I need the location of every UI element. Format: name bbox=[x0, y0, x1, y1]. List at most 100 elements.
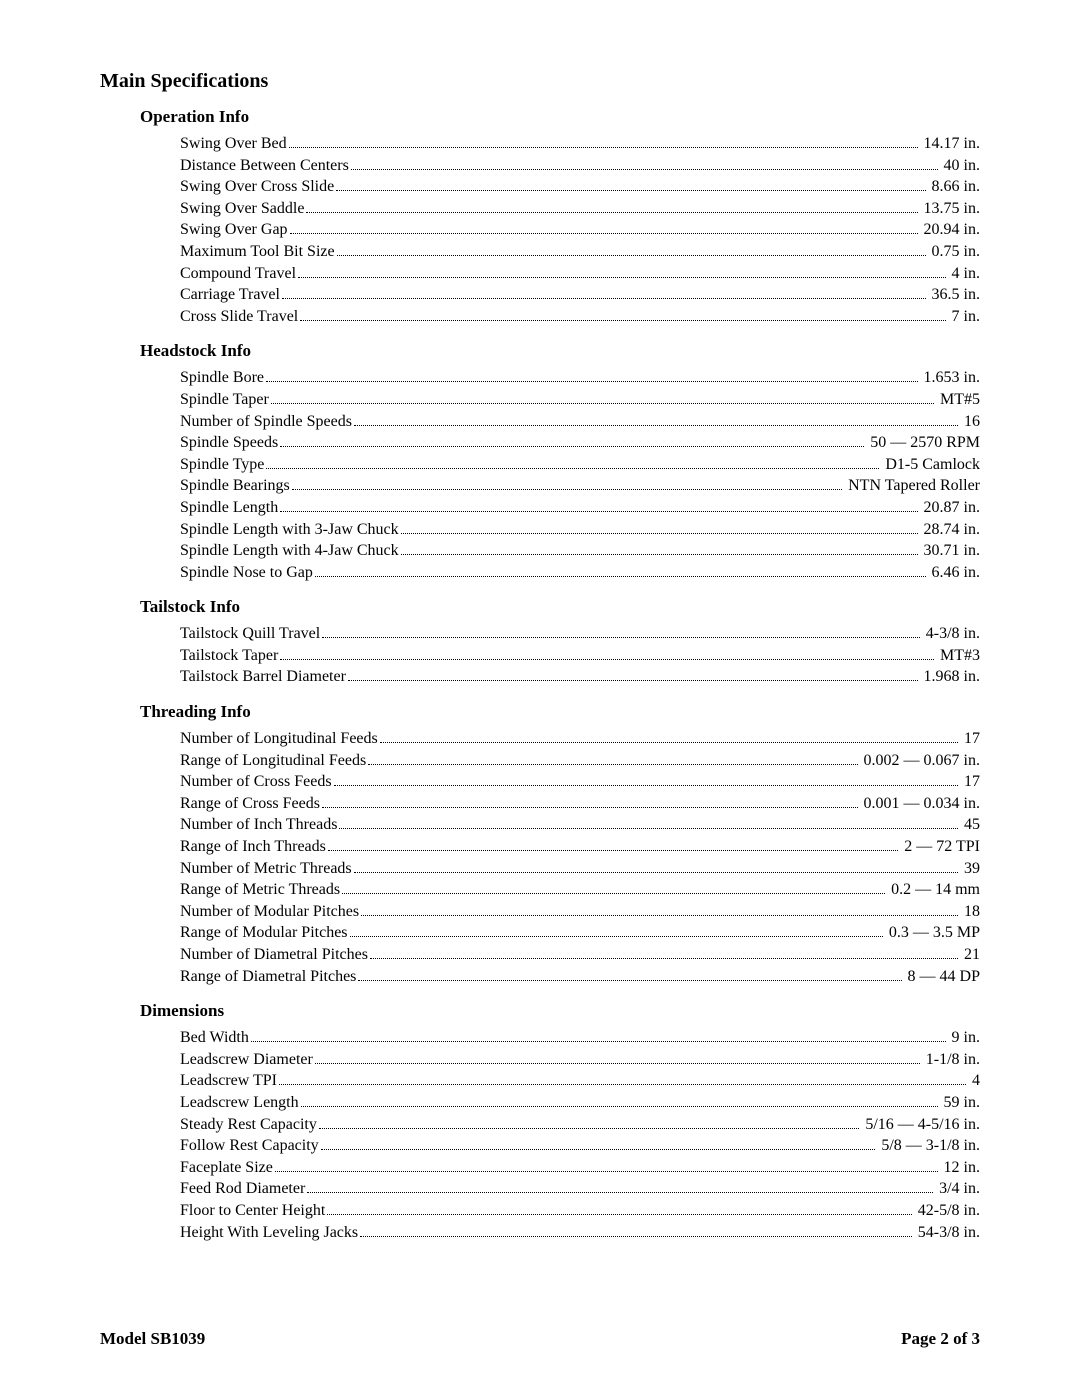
spec-value: 6.46 in. bbox=[928, 562, 980, 584]
spec-label: Range of Inch Threads bbox=[180, 836, 326, 858]
footer-page: Page 2 of 3 bbox=[901, 1329, 980, 1349]
spec-list-operation: Swing Over Bed14.17 in.Distance Between … bbox=[180, 133, 980, 327]
page-footer: Model SB1039 Page 2 of 3 bbox=[100, 1329, 980, 1349]
spec-label: Leadscrew Length bbox=[180, 1092, 299, 1114]
spec-label: Distance Between Centers bbox=[180, 155, 349, 177]
spec-row: Leadscrew Diameter 1-1/8 in. bbox=[180, 1049, 980, 1071]
spec-row: Distance Between Centers 40 in. bbox=[180, 155, 980, 177]
spec-label: Leadscrew Diameter bbox=[180, 1049, 313, 1071]
dot-leader bbox=[315, 576, 926, 577]
dot-leader bbox=[301, 1106, 938, 1107]
spec-row: Compound Travel4 in. bbox=[180, 263, 980, 285]
spec-value: 8.66 in. bbox=[928, 176, 980, 198]
dot-leader bbox=[275, 1171, 938, 1172]
spec-label: Range of Cross Feeds bbox=[180, 793, 320, 815]
dot-leader bbox=[290, 233, 918, 234]
spec-value: 1-1/8 in. bbox=[922, 1049, 980, 1071]
dot-leader bbox=[401, 533, 918, 534]
spec-value: D1-5 Camlock bbox=[881, 454, 980, 476]
section-title-dimensions: Dimensions bbox=[140, 1001, 980, 1021]
spec-label: Spindle Speeds bbox=[180, 432, 278, 454]
dot-leader bbox=[360, 1236, 912, 1237]
spec-label: Compound Travel bbox=[180, 263, 296, 285]
spec-label: Height With Leveling Jacks bbox=[180, 1222, 358, 1244]
dot-leader bbox=[328, 850, 898, 851]
spec-row: Spindle Length with 4-Jaw Chuck30.71 in. bbox=[180, 540, 980, 562]
dot-leader bbox=[368, 764, 857, 765]
spec-value: 59 in. bbox=[940, 1092, 980, 1114]
spec-label: Steady Rest Capacity bbox=[180, 1114, 317, 1136]
spec-value: 40 in. bbox=[940, 155, 980, 177]
spec-row: Swing Over Gap20.94 in. bbox=[180, 219, 980, 241]
spec-label: Spindle Bearings bbox=[180, 475, 290, 497]
spec-row: Number of Spindle Speeds16 bbox=[180, 411, 980, 433]
dot-leader bbox=[282, 298, 926, 299]
dot-leader bbox=[322, 807, 858, 808]
spec-row: Number of Metric Threads39 bbox=[180, 858, 980, 880]
dot-leader bbox=[322, 637, 920, 638]
dot-leader bbox=[361, 915, 958, 916]
dot-leader bbox=[327, 1214, 911, 1215]
dot-leader bbox=[298, 277, 946, 278]
spec-value: 36.5 in. bbox=[928, 284, 980, 306]
footer-model: Model SB1039 bbox=[100, 1329, 205, 1349]
dot-leader bbox=[266, 381, 918, 382]
dot-leader bbox=[321, 1149, 876, 1150]
spec-list-dimensions: Bed Width9 in.Leadscrew Diameter1-1/8 in… bbox=[180, 1027, 980, 1243]
spec-value: 8 — 44 DP bbox=[904, 966, 980, 988]
spec-label: Tailstock Quill Travel bbox=[180, 623, 320, 645]
spec-row: Number of Cross Feeds17 bbox=[180, 771, 980, 793]
spec-label: Range of Metric Threads bbox=[180, 879, 340, 901]
spec-label: Follow Rest Capacity bbox=[180, 1135, 319, 1157]
dot-leader bbox=[354, 425, 958, 426]
spec-label: Feed Rod Diameter bbox=[180, 1178, 305, 1200]
spec-row: Spindle Speeds50 — 2570 RPM bbox=[180, 432, 980, 454]
spec-row: Spindle Length with 3-Jaw Chuck28.74 in. bbox=[180, 519, 980, 541]
dot-leader bbox=[280, 511, 917, 512]
spec-row: Swing Over Cross Slide 8.66 in. bbox=[180, 176, 980, 198]
spec-label: Leadscrew TPI bbox=[180, 1070, 277, 1092]
spec-row: Swing Over Saddle13.75 in. bbox=[180, 198, 980, 220]
spec-row: Faceplate Size12 in. bbox=[180, 1157, 980, 1179]
spec-row: Spindle Length 20.87 in. bbox=[180, 497, 980, 519]
dot-leader bbox=[334, 785, 958, 786]
spec-label: Spindle Bore bbox=[180, 367, 264, 389]
dot-leader bbox=[354, 872, 958, 873]
spec-value: 45 bbox=[960, 814, 980, 836]
spec-value: 1.968 in. bbox=[920, 666, 980, 688]
dot-leader bbox=[306, 212, 917, 213]
spec-label: Swing Over Cross Slide bbox=[180, 176, 334, 198]
spec-label: Spindle Length bbox=[180, 497, 278, 519]
section-title-threading: Threading Info bbox=[140, 702, 980, 722]
spec-value: 17 bbox=[960, 728, 980, 750]
spec-row: Follow Rest Capacity 5/8 — 3-1/8 in. bbox=[180, 1135, 980, 1157]
spec-row: Cross Slide Travel7 in. bbox=[180, 306, 980, 328]
spec-label: Number of Diametral Pitches bbox=[180, 944, 368, 966]
spec-row: Range of Longitudinal Feeds0.002 — 0.067… bbox=[180, 750, 980, 772]
spec-row: Height With Leveling Jacks54-3/8 in. bbox=[180, 1222, 980, 1244]
dot-leader bbox=[289, 147, 918, 148]
spec-row: Floor to Center Height42-5/8 in. bbox=[180, 1200, 980, 1222]
spec-value: 20.87 in. bbox=[920, 497, 980, 519]
spec-row: Feed Rod Diameter3/4 in. bbox=[180, 1178, 980, 1200]
spec-value: MT#5 bbox=[936, 389, 980, 411]
spec-label: Number of Cross Feeds bbox=[180, 771, 332, 793]
spec-label: Swing Over Saddle bbox=[180, 198, 304, 220]
spec-row: Tailstock Quill Travel4-3/8 in. bbox=[180, 623, 980, 645]
spec-row: Range of Inch Threads2 — 72 TPI bbox=[180, 836, 980, 858]
spec-row: Range of Diametral Pitches8 — 44 DP bbox=[180, 966, 980, 988]
main-title: Main Specifications bbox=[100, 70, 980, 93]
dot-leader bbox=[266, 468, 879, 469]
spec-row: Number of Inch Threads 45 bbox=[180, 814, 980, 836]
spec-value: MT#3 bbox=[936, 645, 980, 667]
spec-value: 28.74 in. bbox=[920, 519, 980, 541]
spec-value: 21 bbox=[960, 944, 980, 966]
spec-value: 39 bbox=[960, 858, 980, 880]
spec-label: Number of Inch Threads bbox=[180, 814, 337, 836]
spec-row: Maximum Tool Bit Size0.75 in. bbox=[180, 241, 980, 263]
spec-value: 5/8 — 3-1/8 in. bbox=[877, 1135, 980, 1157]
spec-label: Number of Spindle Speeds bbox=[180, 411, 352, 433]
spec-row: Leadscrew Length 59 in. bbox=[180, 1092, 980, 1114]
dot-leader bbox=[380, 742, 958, 743]
dot-leader bbox=[319, 1128, 859, 1129]
